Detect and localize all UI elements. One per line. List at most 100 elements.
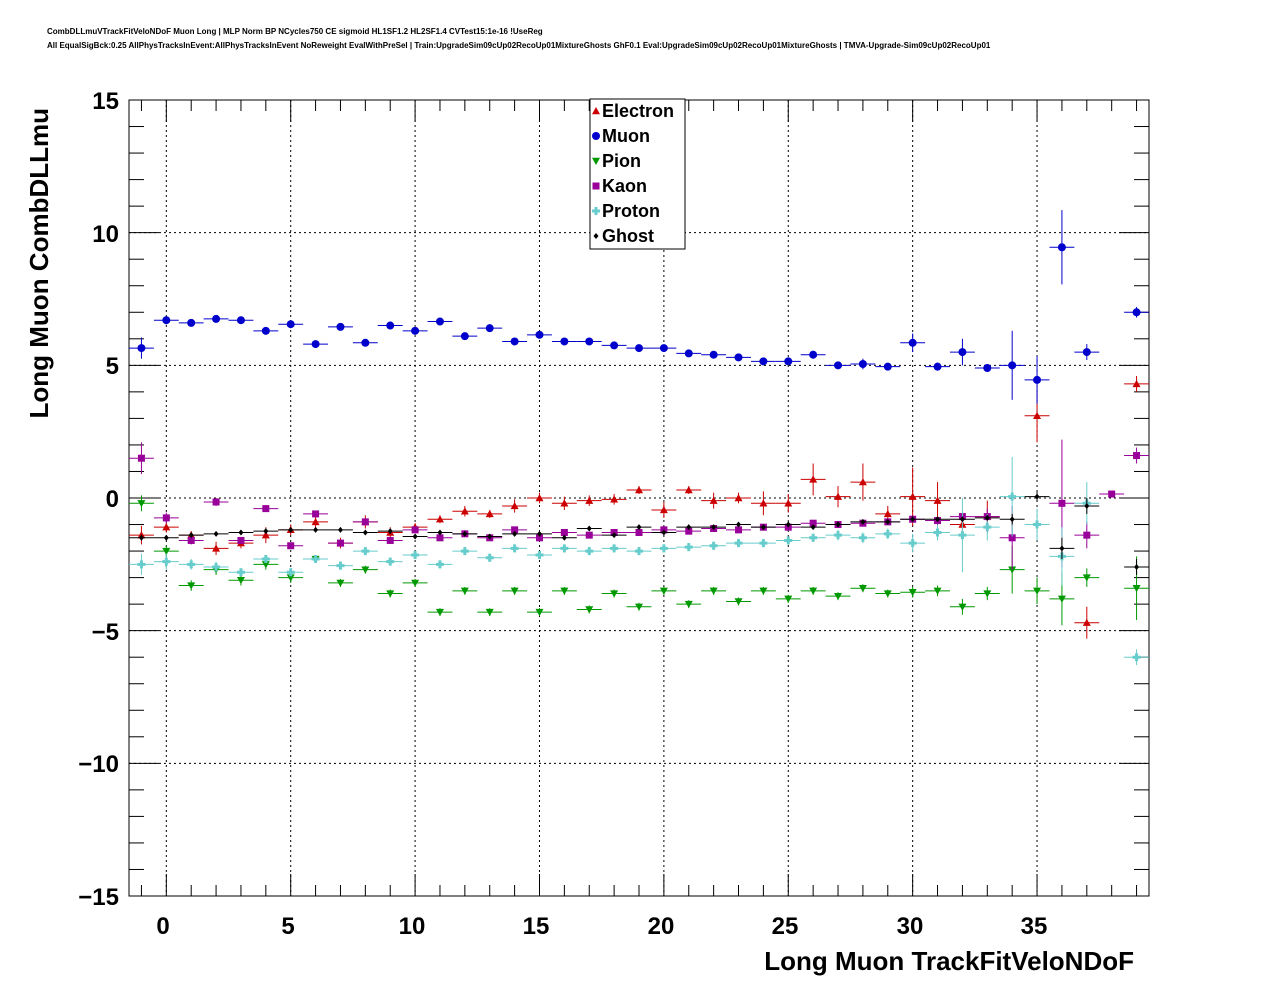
- data-point-ghost: [661, 529, 667, 536]
- data-point-muon: [435, 317, 444, 326]
- data-point-pion: [709, 587, 718, 595]
- data-point-muon: [1082, 348, 1091, 357]
- data-point-kaon: [336, 539, 344, 547]
- data-series: [129, 210, 1149, 666]
- data-point-muon: [858, 360, 867, 369]
- data-point-proton: [1132, 653, 1141, 662]
- header-line-1: CombDLLmuVTrackFitVeloNDoF Muon Long | M…: [47, 27, 543, 36]
- data-point-electron: [635, 486, 643, 494]
- data-point-proton: [386, 557, 395, 566]
- data-point-muon: [560, 337, 569, 346]
- data-point-ghost: [835, 521, 841, 528]
- data-point-electron: [858, 478, 867, 486]
- data-point-proton: [236, 568, 245, 577]
- data-point-ghost: [760, 524, 766, 531]
- data-point-proton: [734, 539, 743, 548]
- data-point-ghost: [636, 524, 642, 531]
- data-point-pion: [834, 592, 843, 601]
- data-point-electron: [435, 515, 444, 523]
- data-point-pion: [933, 587, 942, 595]
- data-point-muon: [162, 316, 171, 325]
- data-point-muon: [1132, 308, 1141, 317]
- data-point-muon: [1033, 375, 1042, 384]
- data-point-pion: [1132, 585, 1141, 593]
- data-point-kaon: [361, 518, 369, 526]
- data-point-ghost: [412, 533, 418, 540]
- data-point-proton: [635, 547, 643, 556]
- data-point-electron: [510, 501, 519, 510]
- legend-marker-kaon: [592, 182, 600, 190]
- data-point-muon: [510, 337, 519, 346]
- data-point-electron: [212, 544, 221, 552]
- data-point-electron: [610, 495, 619, 503]
- data-point-pion: [883, 590, 892, 598]
- data-point-proton: [261, 555, 270, 564]
- data-point-pion: [162, 547, 171, 556]
- data-point-electron: [709, 496, 718, 504]
- series-pion: [129, 495, 1149, 626]
- data-point-muon: [709, 350, 718, 359]
- data-point-kaon: [1083, 531, 1091, 539]
- data-point-pion: [261, 561, 270, 569]
- data-point-electron: [759, 499, 768, 507]
- data-point-kaon: [1108, 490, 1116, 498]
- data-point-muon: [834, 361, 843, 370]
- y-tick-label: 5: [106, 353, 119, 380]
- legend-marker-pion: [592, 157, 600, 165]
- data-point-proton: [336, 561, 345, 570]
- data-point-electron: [460, 507, 469, 515]
- legend-label-pion: Pion: [602, 151, 641, 171]
- data-point-muon: [610, 341, 619, 350]
- x-tick-label: 15: [523, 913, 550, 940]
- legend-label-kaon: Kaon: [602, 176, 647, 196]
- data-point-ghost: [959, 516, 965, 523]
- data-point-ghost: [337, 526, 343, 533]
- data-point-proton: [933, 528, 942, 537]
- data-point-kaon: [535, 534, 543, 542]
- data-point-kaon: [809, 519, 817, 527]
- data-point-pion: [734, 598, 743, 606]
- data-point-pion: [510, 587, 519, 595]
- data-point-pion: [560, 587, 569, 595]
- data-point-electron: [933, 496, 942, 504]
- data-point-ghost: [313, 526, 319, 533]
- data-point-kaon: [585, 531, 593, 539]
- legend-label-ghost: Ghost: [602, 226, 654, 246]
- data-point-muon: [1057, 243, 1066, 252]
- data-point-ghost: [910, 516, 916, 523]
- data-point-ghost: [213, 530, 219, 537]
- data-point-ghost: [711, 524, 717, 531]
- data-point-proton: [585, 547, 594, 556]
- data-point-ghost: [536, 530, 542, 537]
- axis-ticks: [129, 99, 1149, 897]
- data-point-kaon: [237, 536, 245, 544]
- legend-marker-electron: [592, 107, 600, 115]
- data-point-ghost: [686, 524, 692, 531]
- x-tick-label: 20: [648, 913, 675, 940]
- data-point-kaon: [1008, 534, 1016, 542]
- data-point-ghost: [561, 534, 567, 541]
- data-point-kaon: [511, 526, 519, 534]
- y-tick-labels: 15 10 5 0 −5 −10 −15: [78, 88, 119, 911]
- data-point-pion: [236, 577, 245, 585]
- data-point-electron: [734, 494, 743, 502]
- data-point-kaon: [137, 454, 145, 462]
- data-point-proton: [983, 523, 992, 532]
- data-point-muon: [535, 330, 544, 339]
- data-point-proton: [162, 557, 171, 566]
- data-point-muon: [684, 349, 693, 358]
- data-point-kaon: [1058, 499, 1066, 507]
- data-point-ghost: [1134, 563, 1140, 570]
- data-point-kaon: [262, 505, 270, 513]
- x-tick-labels: 0 5 10 15 20 25 30 35: [156, 913, 1047, 940]
- data-point-ghost: [263, 528, 269, 535]
- data-point-electron: [485, 509, 494, 518]
- legend-label-proton: Proton: [602, 201, 660, 221]
- data-point-proton: [709, 541, 718, 550]
- data-point-muon: [311, 340, 320, 349]
- header-line-2: All EqualSigBck:0.25 AllPhysTracksInEven…: [47, 41, 991, 50]
- data-point-pion: [610, 590, 619, 598]
- data-point-ghost: [1059, 545, 1065, 552]
- legend-marker-ghost: [593, 233, 599, 239]
- data-point-muon: [236, 316, 245, 325]
